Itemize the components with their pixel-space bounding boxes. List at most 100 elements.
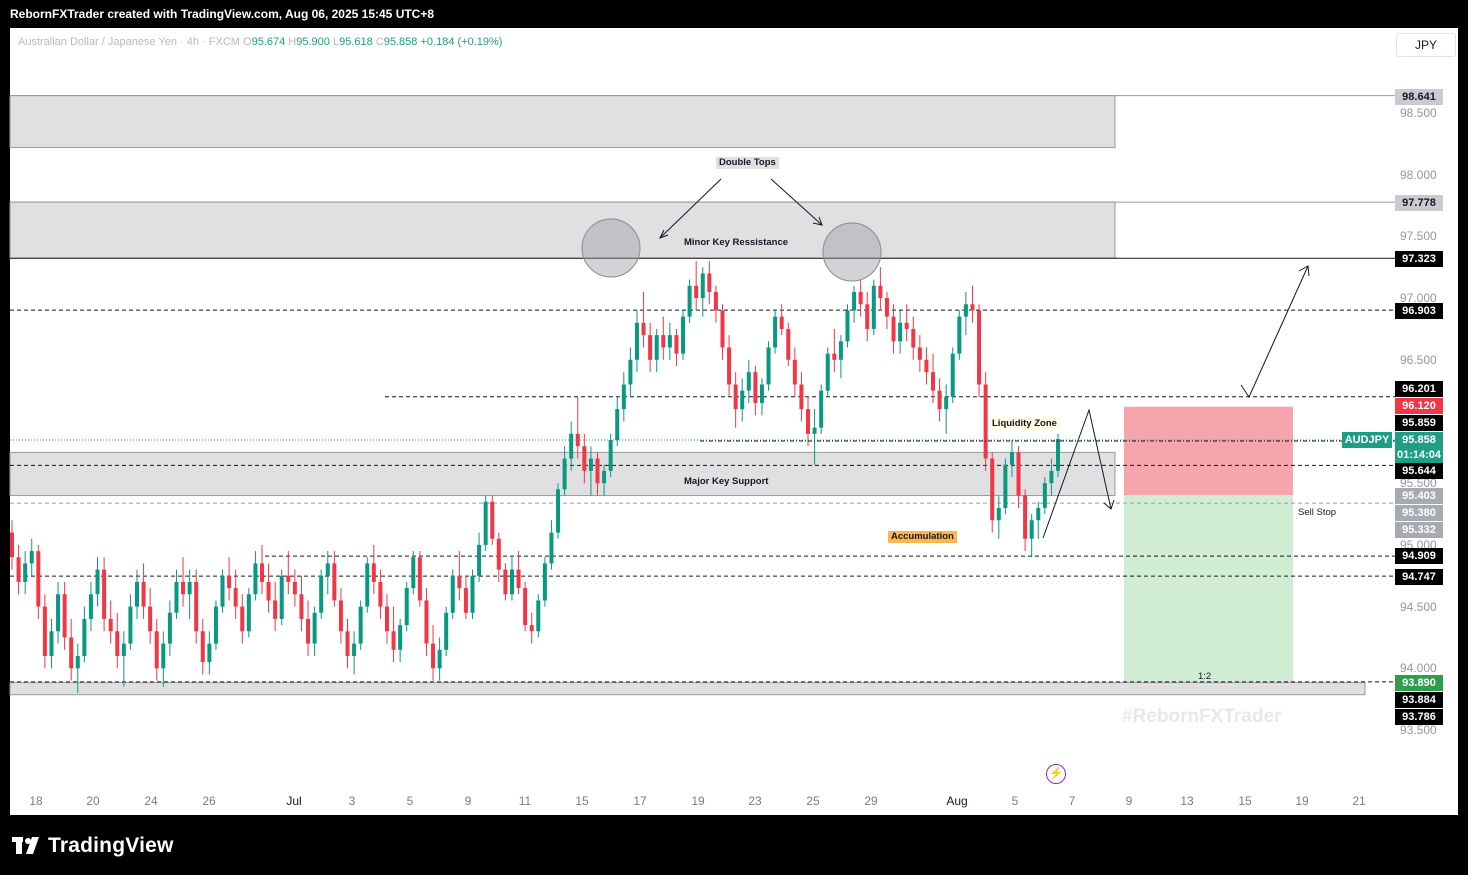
candle-body <box>957 316 962 354</box>
currency-button[interactable]: JPY <box>1396 33 1456 57</box>
projection-zigzag <box>1042 408 1112 539</box>
price-tag: 96.903 <box>1395 303 1443 319</box>
change-value: +0.184 (+0.19%) <box>420 36 503 48</box>
candle-body <box>167 612 172 644</box>
candle <box>924 347 929 385</box>
candle-body <box>654 335 659 360</box>
date-tick: 25 <box>806 794 820 808</box>
candle-body <box>411 557 416 589</box>
price-tag: 96.201 <box>1395 381 1443 397</box>
candle-body <box>417 557 422 601</box>
candle-body <box>42 606 47 656</box>
candle-body <box>733 384 738 410</box>
candle <box>556 483 561 539</box>
candle <box>904 304 909 342</box>
candle <box>266 563 271 613</box>
candle <box>134 569 139 619</box>
risk-box <box>1124 406 1293 496</box>
candle-body <box>562 458 567 490</box>
candle <box>42 594 47 669</box>
candle-body <box>128 606 133 644</box>
price-tick: 94.000 <box>1400 661 1437 676</box>
candle-body <box>602 470 607 484</box>
candle <box>937 378 942 422</box>
trade-layer <box>1124 406 1293 682</box>
zone-0 <box>9 95 1116 149</box>
candle <box>483 495 488 552</box>
candle-body <box>878 285 883 299</box>
candle-body <box>49 631 54 656</box>
liquidity-zone-label: Liquidity Zone <box>989 418 1060 430</box>
candle <box>898 310 903 354</box>
candle <box>681 310 686 360</box>
candle-body <box>990 458 995 521</box>
candle <box>667 322 672 360</box>
date-tick: 9 <box>1125 794 1133 808</box>
candle <box>312 606 317 656</box>
candle-body <box>319 575 324 613</box>
candle-body <box>746 372 751 391</box>
candle <box>549 520 554 570</box>
candle <box>773 310 778 354</box>
price-tag: 95.332 <box>1395 522 1443 538</box>
candle <box>174 569 179 619</box>
candle-body <box>917 347 922 360</box>
candle <box>23 551 28 595</box>
candle <box>306 600 311 656</box>
candle-body <box>371 563 376 582</box>
candle <box>148 588 153 644</box>
candle-body <box>766 347 771 385</box>
candle <box>490 495 495 545</box>
candle <box>1016 446 1021 508</box>
candle-body <box>608 440 613 471</box>
candle <box>990 452 995 533</box>
candle <box>417 551 422 607</box>
candle-body <box>1042 483 1047 508</box>
candle <box>575 396 580 459</box>
candle <box>424 588 429 656</box>
candle-body <box>516 569 521 589</box>
candle-body <box>200 631 205 663</box>
candle <box>470 569 475 619</box>
candle-body <box>246 594 251 632</box>
candle-body <box>1029 520 1034 539</box>
candle-body <box>832 353 837 360</box>
candle <box>207 631 212 675</box>
candle <box>542 557 547 607</box>
double-top-arrow-left <box>659 178 722 239</box>
price-tag: 93.884 <box>1395 692 1443 708</box>
date-tick: 19 <box>1295 794 1309 808</box>
lightning-icon[interactable]: ⚡ <box>1046 764 1066 784</box>
candle <box>404 581 409 632</box>
candle <box>259 544 264 595</box>
candle-body <box>352 643 357 656</box>
candle <box>220 569 225 613</box>
candle <box>121 631 126 687</box>
candle-body <box>391 631 396 650</box>
date-tick: Jul <box>286 794 302 808</box>
candle-body <box>141 581 146 607</box>
candle <box>102 557 107 632</box>
candle-body <box>345 631 350 656</box>
candle-body <box>207 643 212 663</box>
date-tick: 5 <box>1011 794 1019 808</box>
candle-body <box>23 563 28 582</box>
candle-body <box>720 310 725 348</box>
candle <box>871 279 876 336</box>
candle-body <box>424 600 429 644</box>
candle <box>963 291 968 336</box>
price-tag: 95.644 <box>1395 463 1443 479</box>
date-tick: 26 <box>202 794 216 808</box>
candle <box>687 279 692 323</box>
zones-layer <box>9 95 1366 696</box>
candle-body <box>75 655 80 669</box>
symbol-name: Australian Dollar / Japanese Yen · 4h · … <box>18 36 240 48</box>
candle <box>858 279 863 317</box>
candle <box>345 618 350 669</box>
candle <box>319 569 324 619</box>
high-value: 95.900 <box>296 36 330 48</box>
candle-body <box>858 291 863 305</box>
candle <box>325 551 330 595</box>
candle <box>292 569 297 607</box>
